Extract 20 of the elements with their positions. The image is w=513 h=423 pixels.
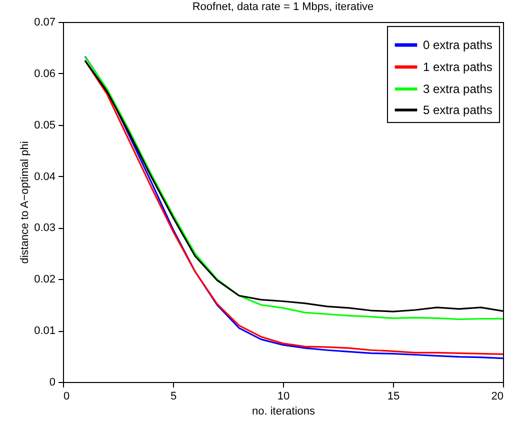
y-tick-label: 0.05 bbox=[34, 119, 56, 132]
legend-label: 3 extra paths bbox=[423, 82, 492, 96]
x-tick-label: 0 bbox=[64, 390, 70, 402]
y-tick-label: 0 bbox=[49, 376, 56, 388]
legend-label: 0 extra paths bbox=[423, 38, 492, 52]
y-tick-label: 0.07 bbox=[34, 16, 56, 28]
legend-label: 5 extra paths bbox=[423, 103, 492, 117]
chart-title: Roofnet, data rate = 1 Mbps, iterative bbox=[192, 1, 374, 13]
x-axis-title: no. iterations bbox=[252, 406, 316, 418]
x-tick-label: 15 bbox=[387, 390, 400, 402]
x-tick-label: 10 bbox=[277, 390, 290, 402]
x-tick-label: 5 bbox=[170, 390, 177, 402]
y-tick-label: 0.02 bbox=[34, 274, 56, 286]
y-tick-label: 0.01 bbox=[34, 325, 56, 338]
y-tick-label: 0.06 bbox=[34, 68, 56, 80]
y-axis-title: distance to A−optimal phi bbox=[19, 141, 32, 264]
y-tick-label: 0.03 bbox=[34, 222, 56, 234]
legend-label: 1 extra paths bbox=[423, 60, 492, 74]
x-tick-label: 20 bbox=[491, 390, 504, 402]
y-tick-label: 0.04 bbox=[34, 170, 56, 183]
